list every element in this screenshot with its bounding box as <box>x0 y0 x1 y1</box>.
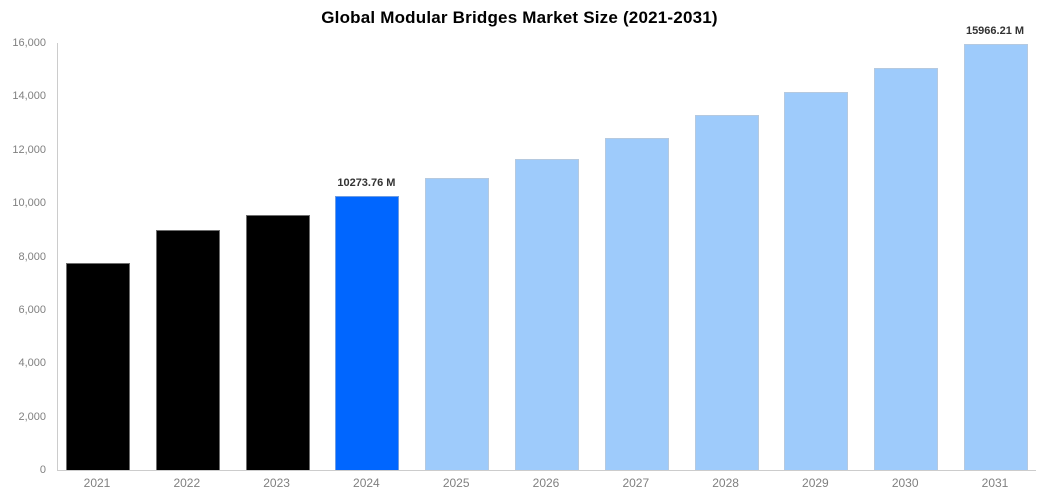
bar-2027 <box>604 138 669 470</box>
x-axis-tick-label-2028: 2028 <box>712 476 739 490</box>
x-axis-tick-label-2023: 2023 <box>263 476 290 490</box>
x-axis-tick-label-2031: 2031 <box>981 476 1009 490</box>
y-axis-tick-label: 0 <box>39 464 46 476</box>
x-axis-tick-label-2021: 2021 <box>83 476 111 490</box>
x-axis-tick-label-2026: 2026 <box>532 476 560 490</box>
bar-2026 <box>515 159 579 470</box>
x-axis-tick-label-2022: 2022 <box>173 476 201 490</box>
chart-title: Global Modular Bridges Market Size (2021… <box>321 8 718 27</box>
y-axis-tick-label: 14,000 <box>12 90 46 103</box>
x-axis-tick-label-2029: 2029 <box>802 476 829 490</box>
y-axis-tick-label: 8,000 <box>18 250 46 263</box>
bar-2022 <box>155 229 220 470</box>
y-axis-tick-label: 10,000 <box>12 197 46 210</box>
x-axis-tick-label-2024: 2024 <box>353 476 380 490</box>
bar-2023 <box>245 214 310 470</box>
bar-2029 <box>784 92 849 470</box>
y-axis-tick-label: 2,000 <box>18 410 46 423</box>
bar-2024 <box>335 195 400 470</box>
bar-2025 <box>425 178 490 470</box>
plot-area <box>57 43 1036 471</box>
bar-2028 <box>694 115 759 470</box>
bar-2021 <box>66 262 130 470</box>
x-axis-tick-label-2025: 2025 <box>442 476 470 490</box>
data-label-2031: 15966.21 M <box>965 24 1025 37</box>
y-axis-tick-label: 12,000 <box>12 143 46 156</box>
y-axis-tick-label: 4,000 <box>18 357 46 370</box>
bar-2030 <box>874 68 939 470</box>
data-label-2024: 10273.76 M <box>337 176 396 189</box>
y-axis-tick-label: 16,000 <box>12 37 46 49</box>
x-axis-tick-label-2030: 2030 <box>891 476 919 490</box>
x-axis-tick-label-2027: 2027 <box>622 476 650 490</box>
bar-2031 <box>964 43 1028 470</box>
y-axis-tick-label: 6,000 <box>18 303 46 316</box>
